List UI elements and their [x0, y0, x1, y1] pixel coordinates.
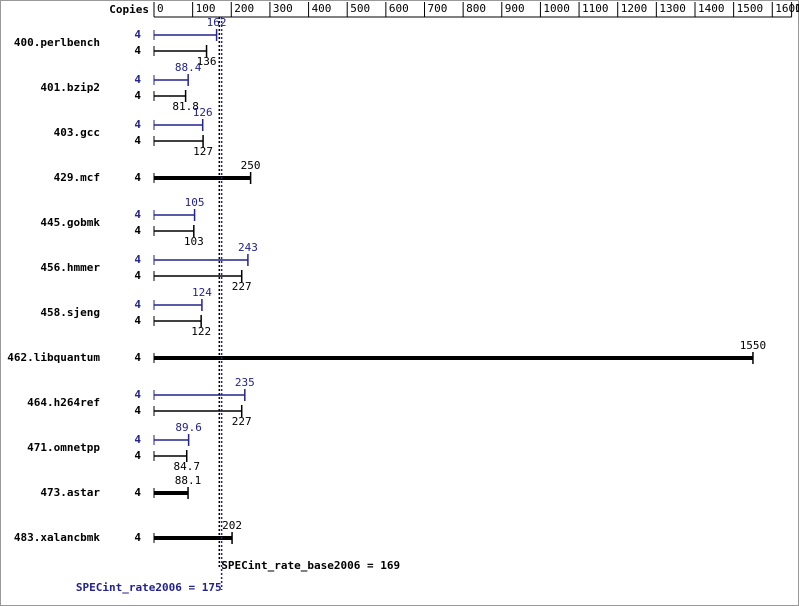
benchmark-label: 473.astar: [40, 486, 100, 499]
value-label: 84.7: [173, 460, 200, 473]
copies-label: 4: [134, 89, 141, 102]
value-label: 250: [241, 159, 261, 172]
value-label: 235: [235, 376, 255, 389]
x-tick-label: 600: [389, 2, 409, 15]
x-tick-label: 1600: [775, 2, 799, 15]
value-label: 227: [232, 415, 252, 428]
copies-label: 4: [134, 73, 141, 86]
x-tick-label: 100: [196, 2, 216, 15]
copies-label: 4: [134, 388, 141, 401]
value-label: 1550: [740, 339, 767, 352]
benchmark-label: 429.mcf: [54, 171, 100, 184]
value-label: 88.4: [175, 61, 202, 74]
x-tick-label: 1400: [698, 2, 725, 15]
copies-label: 4: [134, 314, 141, 327]
value-label: 162: [207, 16, 227, 29]
value-label: 243: [238, 241, 258, 254]
x-tick-label: 1650: [795, 2, 799, 15]
benchmark-label: 401.bzip2: [40, 81, 100, 94]
copies-label: 4: [134, 486, 141, 499]
x-tick-label: 500: [350, 2, 370, 15]
value-label: 105: [185, 196, 205, 209]
value-label: 81.8: [172, 100, 199, 113]
x-tick-label: 800: [466, 2, 486, 15]
x-tick-label: 300: [273, 2, 293, 15]
x-tick-label: 900: [505, 2, 525, 15]
copies-label: 4: [134, 449, 141, 462]
x-tick-label: 1000: [543, 2, 570, 15]
axis-label: Copies: [109, 3, 149, 16]
copies-label: 4: [134, 351, 141, 364]
benchmark-label: 458.sjeng: [40, 306, 100, 319]
benchmark-label: 471.omnetpp: [27, 441, 100, 454]
benchmark-label: 445.gobmk: [40, 216, 100, 229]
x-tick-label: 400: [312, 2, 332, 15]
x-tick-label: 1300: [659, 2, 686, 15]
benchmark-label: 464.h264ref: [27, 396, 100, 409]
benchmark-label: 483.xalancbmk: [14, 531, 100, 544]
reference-label: SPECint_rate2006 = 175: [76, 581, 222, 594]
value-label: 124: [192, 286, 212, 299]
copies-label: 4: [134, 28, 141, 41]
benchmark-label: 462.libquantum: [7, 351, 100, 364]
copies-label: 4: [134, 253, 141, 266]
x-tick-label: 1500: [737, 2, 764, 15]
copies-label: 4: [134, 433, 141, 446]
copies-label: 4: [134, 134, 141, 147]
copies-label: 4: [134, 224, 141, 237]
value-label: 136: [197, 55, 217, 68]
copies-label: 4: [134, 269, 141, 282]
benchmark-label: 456.hmmer: [40, 261, 100, 274]
value-label: 88.1: [175, 474, 202, 487]
x-tick-label: 700: [427, 2, 447, 15]
value-label: 202: [222, 519, 242, 532]
copies-label: 4: [134, 118, 141, 131]
x-tick-label: 0: [157, 2, 164, 15]
x-tick-label: 1100: [582, 2, 609, 15]
copies-label: 4: [134, 531, 141, 544]
benchmark-label: 403.gcc: [54, 126, 100, 139]
reference-label: SPECint_rate_base2006 = 169: [221, 559, 400, 572]
copies-label: 4: [134, 404, 141, 417]
value-label: 227: [232, 280, 252, 293]
copies-label: 4: [134, 208, 141, 221]
x-tick-label: 1200: [621, 2, 648, 15]
value-label: 126: [193, 106, 213, 119]
value-label: 89.6: [175, 421, 202, 434]
copies-label: 4: [134, 171, 141, 184]
benchmark-label: 400.perlbench: [14, 36, 100, 49]
x-tick-label: 200: [234, 2, 254, 15]
copies-label: 4: [134, 298, 141, 311]
value-label: 127: [193, 145, 213, 158]
value-label: 103: [184, 235, 204, 248]
copies-label: 4: [134, 44, 141, 57]
value-label: 122: [191, 325, 211, 338]
